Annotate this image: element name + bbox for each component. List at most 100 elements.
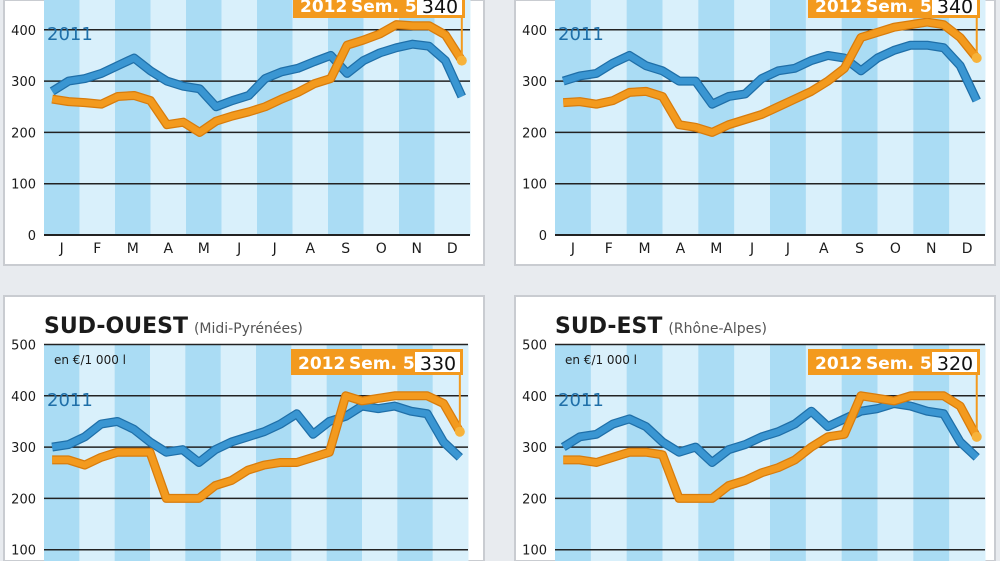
last-point-marker (456, 55, 467, 66)
y-tick-label: 100 (522, 544, 547, 559)
y-tick-label: 400 (522, 24, 547, 39)
month-stripe (698, 0, 735, 235)
x-tick-label: J (236, 241, 241, 257)
last-point-marker (454, 426, 465, 437)
month-stripe (397, 344, 434, 561)
y-tick-label: 0 (28, 229, 36, 244)
panel-subtitle: (Rhône-Alpes) (668, 321, 767, 337)
annotation-value-box (415, 352, 460, 372)
y-tick-label: 500 (522, 339, 547, 354)
x-tick-label: J (59, 241, 64, 257)
y-tick-label: 200 (11, 126, 36, 141)
series-2011-line (50, 40, 465, 110)
unit-label: en €/1 000 l (54, 353, 126, 367)
x-tick-label: M (710, 241, 722, 257)
annotation-value-box (417, 0, 462, 15)
y-tick-label: 300 (522, 441, 547, 456)
month-stripe (555, 0, 592, 235)
series-label-2011: 2011 (558, 24, 604, 45)
annotation-value: 340 (422, 0, 458, 18)
panel-title: SUD-EST (555, 314, 662, 339)
unit-label: en €/1 000 l (565, 353, 637, 367)
month-stripe (44, 344, 80, 561)
series-2012-line (563, 392, 980, 502)
y-tick-label: 300 (11, 441, 36, 456)
x-tick-label: O (890, 241, 901, 257)
month-stripe (328, 0, 364, 235)
annotation-week: Sem. 51 (351, 0, 429, 17)
annotation-week: Sem. 51 (349, 354, 427, 374)
last-point-marker (971, 53, 982, 64)
annotation-week: Sem. 51 (866, 0, 944, 17)
y-tick-label: 500 (11, 339, 36, 354)
annotation-value: 340 (937, 0, 973, 18)
x-tick-label: M (127, 241, 139, 257)
x-tick-label: A (305, 241, 315, 257)
y-tick-label: 200 (11, 492, 36, 507)
series-2011-line (51, 402, 463, 466)
x-tick-label: A (819, 241, 829, 257)
month-stripe (79, 0, 116, 235)
x-tick-label: M (639, 241, 651, 257)
annotation-year: 2012 (815, 0, 862, 17)
y-tick-label: 300 (522, 75, 547, 90)
series-label-2011: 2011 (558, 390, 604, 411)
x-tick-label: J (785, 241, 790, 257)
x-tick-label: N (412, 241, 422, 257)
series-2011-line (561, 400, 979, 466)
annotation-value-box (932, 352, 977, 372)
month-stripe (626, 0, 663, 235)
month-stripe (877, 344, 914, 561)
month-stripe (877, 0, 914, 235)
month-stripe (292, 0, 329, 235)
x-tick-label: D (962, 241, 973, 257)
x-tick-label: F (605, 241, 613, 257)
chart-panel: 100 200 300 400 500 SUD-OUEST (Midi-Pyrénées) e… (3, 295, 485, 561)
annotation-year: 2012 (300, 0, 347, 17)
x-tick-label: J (272, 241, 277, 257)
panel-subtitle: (Midi-Pyrénées) (194, 321, 303, 337)
month-stripe (257, 0, 293, 235)
y-tick-label: 400 (11, 390, 36, 405)
last-point-marker (971, 431, 982, 442)
y-tick-label: 400 (522, 390, 547, 405)
series-2011-line (562, 41, 980, 108)
x-tick-label: S (855, 241, 864, 257)
month-stripe (734, 344, 771, 561)
y-tick-label: 300 (11, 75, 36, 90)
y-tick-label: 100 (11, 178, 36, 193)
annotation-year: 2012 (815, 354, 862, 374)
month-stripe (362, 344, 398, 561)
month-stripe (256, 344, 292, 561)
annotation-year: 2012 (298, 354, 345, 374)
series-label-2011: 2011 (47, 24, 93, 45)
x-tick-label: O (376, 241, 387, 257)
x-tick-label: F (93, 241, 101, 257)
month-stripe (770, 0, 807, 235)
x-tick-label: J (570, 241, 575, 257)
annotation-week: Sem. 51 (866, 354, 944, 374)
x-tick-label: J (749, 241, 754, 257)
x-tick-label: S (341, 241, 350, 257)
y-tick-label: 200 (522, 492, 547, 507)
month-stripe (115, 0, 151, 235)
month-stripe (220, 344, 257, 561)
month-stripe (555, 344, 592, 561)
month-stripe (841, 344, 878, 561)
y-tick-label: 100 (11, 544, 36, 559)
month-stripe (913, 0, 950, 235)
month-stripe (805, 344, 843, 561)
month-stripe (150, 0, 187, 235)
series-2012-line (563, 18, 980, 136)
month-stripe (44, 0, 80, 235)
annotation-value: 320 (937, 353, 973, 375)
y-tick-label: 100 (522, 178, 547, 193)
x-tick-label: D (447, 241, 458, 257)
month-stripe (590, 0, 628, 235)
month-stripe (399, 0, 435, 235)
x-tick-label: A (163, 241, 173, 257)
series-2012-line (51, 21, 465, 136)
chart-panel: 100 200 300 400 500 SUD-EST (Rhône-Alpes) en €/… (514, 295, 996, 561)
month-stripe (913, 344, 950, 561)
